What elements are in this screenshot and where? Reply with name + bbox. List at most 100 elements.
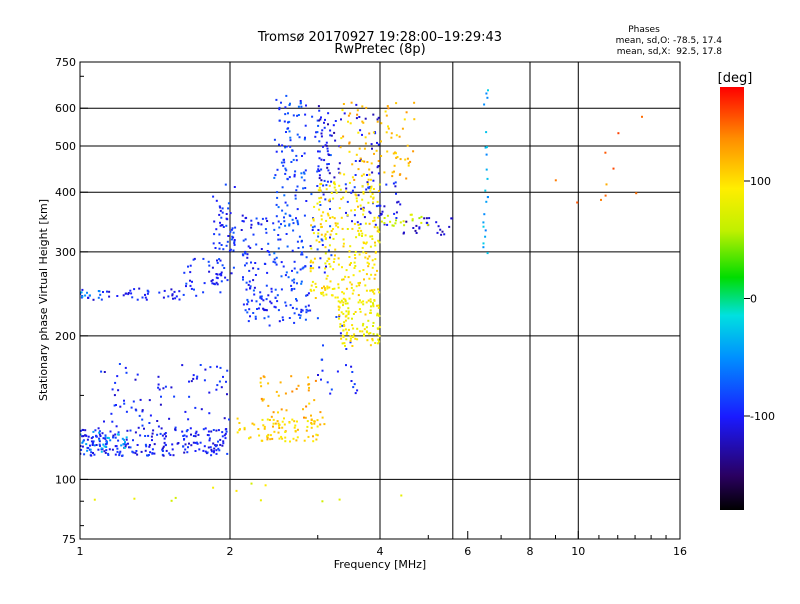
data-point (313, 422, 316, 425)
data-point (213, 447, 216, 450)
data-point (379, 204, 382, 207)
data-point (328, 263, 331, 265)
data-point (87, 435, 90, 438)
data-point (222, 248, 225, 251)
data-point (163, 437, 166, 440)
data-point (98, 440, 101, 443)
data-point (318, 177, 321, 180)
data-point (249, 287, 251, 290)
data-point (485, 153, 488, 156)
data-point (157, 383, 160, 386)
data-point (280, 223, 282, 226)
data-point (353, 254, 356, 256)
data-point (290, 289, 293, 292)
data-point (81, 445, 84, 448)
data-point (183, 271, 186, 274)
data-point (296, 219, 299, 222)
data-point (383, 217, 386, 219)
data-point (324, 262, 327, 265)
data-point (263, 427, 266, 430)
data-point (358, 284, 361, 287)
data-point (272, 411, 275, 414)
data-point (325, 144, 328, 147)
data-point (326, 381, 329, 384)
data-point (291, 149, 294, 152)
data-point (261, 439, 264, 442)
data-point (365, 273, 368, 276)
colorbar-tick-label: -100 (750, 410, 775, 423)
data-point (330, 254, 333, 257)
data-point (122, 294, 125, 297)
data-point (305, 256, 308, 259)
data-point (294, 194, 297, 197)
data-point (333, 182, 335, 185)
data-point (267, 382, 270, 385)
data-point (352, 274, 355, 277)
data-point (192, 258, 195, 261)
data-point (124, 445, 127, 448)
data-point (194, 406, 197, 409)
data-point (127, 292, 130, 294)
data-point (342, 135, 345, 138)
data-point (250, 261, 252, 264)
data-point (164, 385, 167, 388)
data-point (330, 180, 333, 183)
data-point (362, 213, 365, 216)
data-point (356, 338, 359, 341)
data-point (283, 216, 285, 219)
data-point (226, 240, 229, 243)
data-point (319, 423, 322, 426)
data-point (395, 192, 397, 195)
data-point (347, 307, 350, 310)
data-point (366, 181, 369, 184)
data-point (342, 312, 345, 315)
data-point (211, 266, 214, 269)
data-point (425, 217, 428, 220)
data-point (260, 295, 263, 298)
data-point (151, 452, 154, 455)
data-point (376, 226, 379, 229)
data-point (145, 445, 148, 448)
data-point (274, 261, 277, 264)
data-point (92, 430, 95, 433)
data-point (350, 191, 353, 194)
data-point (378, 335, 381, 337)
data-point (247, 283, 250, 286)
data-point (329, 265, 332, 268)
data-point (221, 264, 224, 267)
data-point (275, 263, 278, 266)
data-point (342, 103, 345, 105)
data-point (249, 246, 252, 249)
data-point (220, 216, 223, 219)
data-point (329, 236, 331, 239)
data-point (369, 187, 372, 190)
data-point (299, 268, 302, 271)
data-point (236, 431, 239, 434)
data-point (209, 446, 212, 449)
data-point (219, 443, 222, 446)
data-point (368, 186, 371, 189)
data-point (210, 280, 213, 283)
data-point (364, 256, 367, 259)
data-point (85, 434, 88, 437)
data-point (284, 301, 287, 304)
data-point (440, 233, 443, 236)
data-point (437, 225, 440, 228)
data-point (311, 226, 314, 229)
data-point (275, 98, 278, 101)
data-point (392, 182, 395, 185)
data-point (216, 273, 219, 276)
data-point (485, 92, 488, 95)
data-point (383, 205, 386, 208)
x-tick-label: 6 (464, 545, 471, 558)
data-point (359, 223, 362, 226)
data-point (301, 253, 304, 256)
data-point (378, 183, 381, 186)
data-point (296, 420, 298, 423)
data-point (272, 260, 275, 263)
data-point (192, 377, 195, 380)
data-point (487, 89, 489, 92)
data-point (110, 412, 113, 415)
data-point (282, 265, 285, 268)
data-point (98, 443, 101, 446)
